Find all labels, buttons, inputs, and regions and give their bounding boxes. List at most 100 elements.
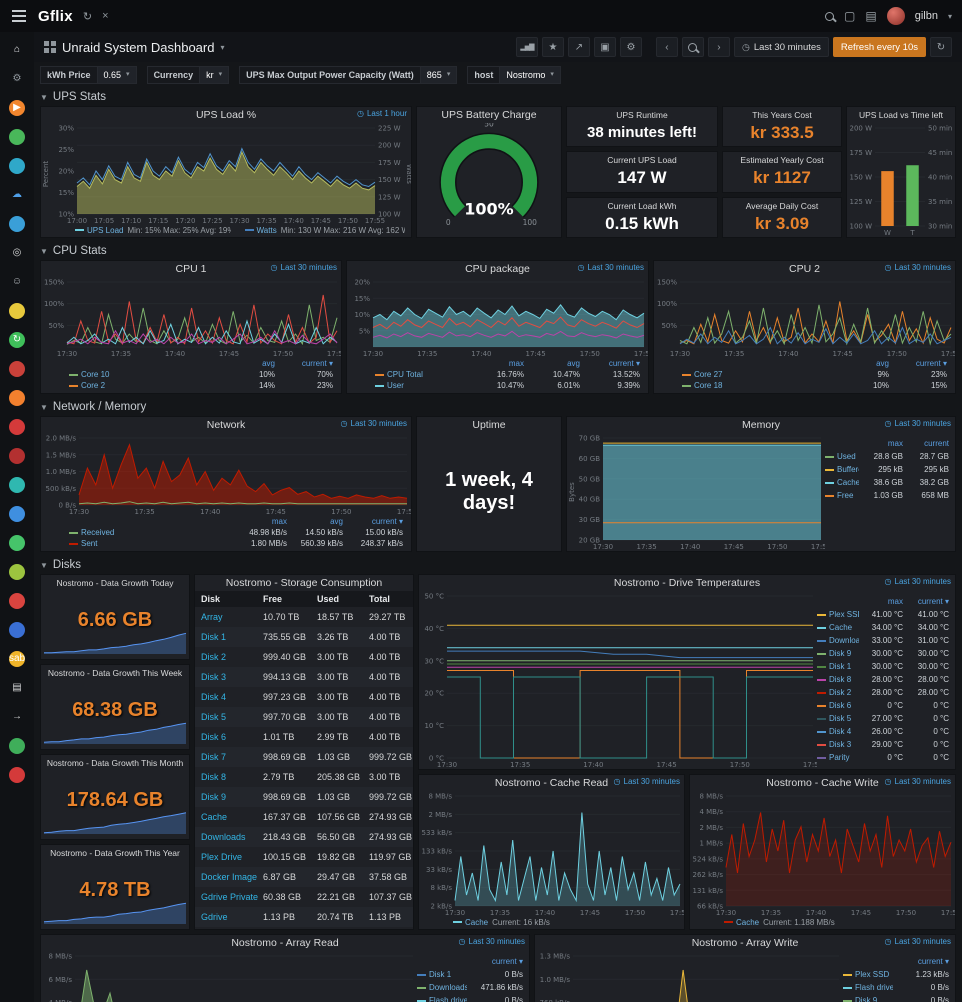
legend-item[interactable]: Disk 6 — [817, 699, 859, 712]
time-back-icon[interactable]: ‹ — [655, 37, 678, 57]
variable-value-dropdown[interactable]: 0.65 ▾ — [96, 66, 137, 84]
legend-item[interactable]: Flash drive — [843, 981, 893, 994]
legend-item[interactable]: Cache Current: 16 kB/s — [453, 918, 550, 927]
legend-item[interactable]: User — [375, 380, 468, 391]
plugin-icon[interactable] — [9, 535, 25, 551]
plugin-icon[interactable] — [9, 390, 25, 406]
plugin-icon[interactable] — [9, 158, 25, 174]
plugin-icon[interactable] — [9, 564, 25, 580]
plugin-icon[interactable]: ▤ — [12, 682, 22, 693]
close-icon[interactable]: × — [102, 10, 109, 22]
chevron-down-icon[interactable]: ▾ — [220, 42, 225, 52]
ups-load-vs-time-chart[interactable]: 200 W 175 W 150 W 125 W 100 W 50 min 45 min 40 … — [847, 123, 955, 238]
legend-item[interactable]: Core 2 — [69, 380, 225, 391]
legend-item[interactable]: Sent — [69, 538, 231, 549]
panel-title[interactable]: Average Daily Cost — [745, 200, 819, 211]
plugin-icon[interactable]: ☺ — [11, 276, 23, 287]
legend-item[interactable]: Cache Current: 1.188 MB/s — [724, 918, 835, 927]
time-range-badge[interactable]: ◷ Last 30 minutes — [884, 777, 951, 786]
table-row[interactable]: Disk 7 998.69 GB 1.03 GB 999.72 GB — [195, 747, 413, 767]
legend-item[interactable]: Core 18 — [682, 380, 839, 391]
plugin-icon[interactable]: ⌂ — [13, 44, 21, 55]
table-row[interactable]: Disk 6 1.01 TB 2.99 TB 4.00 TB — [201, 732, 401, 742]
save-icon[interactable]: ▣ — [593, 37, 616, 57]
legend-item[interactable]: Disk 5 — [817, 712, 859, 725]
kiosk-mode-icon[interactable]: ▢ — [844, 9, 856, 23]
table-row[interactable]: Array 10.70 TB 18.57 TB 29.27 TB — [201, 612, 406, 622]
legend-item[interactable]: Cache — [817, 621, 859, 634]
table-row[interactable]: Gdrive Private 60.38 GB 22.21 GB 107.37 GB — [201, 892, 413, 902]
panel-title[interactable]: Nostromo - Drive Temperatures — [613, 577, 761, 589]
time-range-badge[interactable]: ◷ Last 30 minutes — [458, 937, 525, 946]
panel-title[interactable]: Nostromo - Array Write — [691, 937, 799, 949]
array-read-chart[interactable]: 8 MB/s6 MB/s4 MB/s2 MB/s0 B/s — [41, 951, 417, 1002]
variable-value-dropdown[interactable]: 865 ▾ — [419, 66, 458, 84]
username[interactable]: gilbn — [914, 10, 938, 22]
refresh-icon[interactable]: ↻ — [930, 37, 952, 57]
legend-item[interactable]: Disk 2 — [817, 686, 859, 699]
avatar[interactable] — [886, 7, 905, 25]
legend-item[interactable]: Buffered — [825, 463, 859, 476]
time-range-badge[interactable]: ◷ Last 30 minutes — [884, 577, 951, 586]
table-row[interactable]: Disk 3 994.13 GB 3.00 TB 4.00 TB — [195, 667, 413, 687]
plugin-icon[interactable]: ◎ — [12, 247, 22, 258]
legend-item[interactable]: Core 10 — [69, 369, 225, 380]
share-icon[interactable]: ↗ — [567, 37, 590, 57]
panel-title[interactable]: Nostromo - Cache Read — [494, 777, 609, 789]
time-range-picker[interactable]: ◷ Last 30 minutes — [733, 37, 829, 57]
time-range-badge[interactable]: ◷ Last 30 minutes — [884, 263, 951, 272]
time-range-badge[interactable]: ◷ Last 30 minutes — [884, 937, 951, 946]
plugin-icon[interactable] — [9, 622, 25, 638]
panel-title[interactable]: Memory — [742, 419, 780, 431]
plugin-icon[interactable] — [9, 361, 25, 377]
legend-item[interactable]: Core 27 — [682, 369, 839, 380]
menu-icon[interactable] — [10, 8, 28, 24]
panel-title[interactable]: Nostromo - Storage Consumption — [225, 577, 383, 589]
drive-temps-chart[interactable]: 50 °C 40 °C 30 °C 20 °C 10 °C 0 °C 17:30 17:35 1… — [419, 591, 817, 770]
panel-title[interactable]: Nostromo - Cache Write — [766, 777, 879, 789]
panel-title[interactable]: UPS Load vs Time left — [858, 110, 944, 120]
plugin-icon[interactable] — [9, 129, 25, 145]
plugin-icon[interactable] — [9, 593, 25, 609]
time-range-badge[interactable]: ◷ Last 30 minutes — [270, 263, 337, 272]
panel-title[interactable]: Nostromo - Array Read — [231, 937, 339, 949]
plugin-icon[interactable] — [9, 477, 25, 493]
legend-item[interactable]: Received — [69, 527, 231, 538]
legend-item[interactable]: Disk 9 — [843, 994, 893, 1002]
legend-item[interactable]: Parity — [817, 751, 859, 764]
row-cpu-stats[interactable]: ▼ CPU Stats — [40, 245, 107, 257]
legend-item[interactable]: Disk 3 — [817, 738, 859, 751]
plugin-icon[interactable]: ▶ — [9, 100, 25, 116]
time-range-badge[interactable]: ◷ Last 1 hour — [356, 109, 407, 118]
legend-item[interactable]: Disk 8 — [817, 673, 859, 686]
panel-title[interactable]: This Years Cost — [752, 110, 812, 120]
dashboard-title[interactable]: Unraid System Dashboard — [62, 39, 215, 55]
panel-title[interactable]: UPS Battery Charge — [441, 109, 537, 121]
legend-item[interactable]: Downloads — [417, 981, 467, 994]
panel-title[interactable]: Nostromo - Data Growth Today — [56, 578, 174, 588]
panel-title[interactable]: Nostromo - Data Growth This Month — [46, 758, 184, 768]
plugin-icon[interactable]: → — [12, 711, 22, 722]
row-disks[interactable]: ▼ Disks — [40, 559, 82, 571]
plugin-icon[interactable] — [9, 506, 25, 522]
time-range-badge[interactable]: ◷ Last 30 minutes — [577, 263, 644, 272]
panel-title[interactable]: UPS Load % — [195, 109, 257, 121]
plugin-icon[interactable] — [9, 448, 25, 464]
column-header[interactable]: Disk — [201, 594, 221, 604]
tv-icon[interactable]: ▤ — [865, 9, 877, 23]
table-row[interactable]: Disk 4 997.23 GB 3.00 TB 4.00 TB — [201, 692, 401, 702]
legend-item[interactable]: Cached — [825, 476, 859, 489]
legend-item[interactable]: UPS Load Min: 15% Max: 25% Avg: 19% — [75, 226, 231, 235]
cache-read-chart[interactable]: 8 MB/s 2 MB/s 533 kB/s 133 kB/s 33 kB/s 8 kB/… — [419, 791, 684, 918]
plugin-icon[interactable]: ↻ — [9, 332, 25, 348]
table-row[interactable]: Disk 8 2.79 TB 205.38 GB 3.00 TB — [201, 772, 401, 782]
ups-load-chart[interactable]: 30% 25% 20% 15% 10% 225 W 200 W 175 W 150 W 125 W… — [41, 123, 411, 226]
variable-value-dropdown[interactable]: Nostromo ▾ — [499, 66, 561, 84]
zoom-out-icon[interactable] — [681, 37, 704, 57]
row-network-memory[interactable]: ▼ Network / Memory — [40, 401, 147, 413]
settings-icon[interactable]: ⚙ — [619, 37, 642, 57]
table-row[interactable]: Plex Drive 100.15 GB 19.82 GB 119.97 GB — [201, 852, 412, 862]
plugin-icon[interactable]: ⚙ — [12, 73, 22, 84]
cpu1-chart[interactable]: 150% 100% 50% 17:30 17:35 17:40 17:45 17:50 17:5… — [41, 277, 341, 359]
plugin-icon[interactable]: sab — [9, 651, 25, 667]
